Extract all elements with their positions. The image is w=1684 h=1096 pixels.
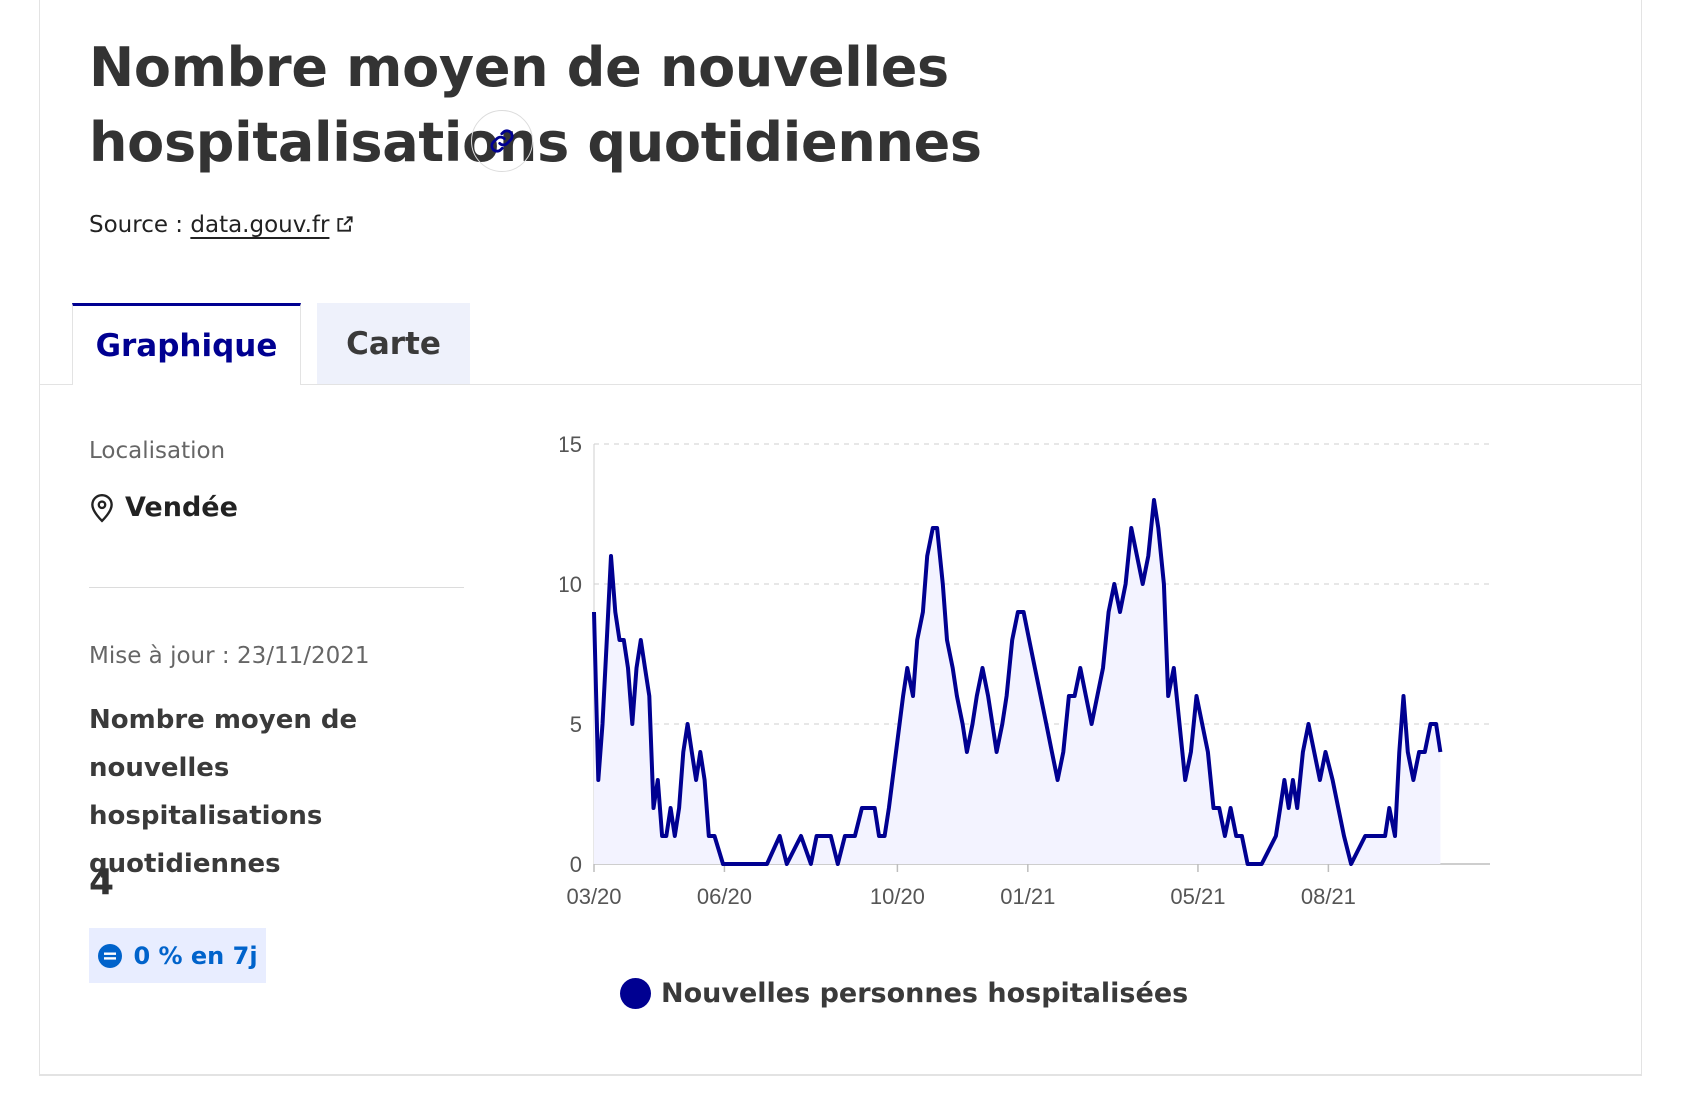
- source-link[interactable]: data.gouv.fr: [190, 212, 355, 238]
- map-pin-icon: [91, 493, 113, 522]
- location-label: Localisation: [89, 438, 226, 464]
- hospitalisations-chart: 0 5 10 15 03/20 06/20 10/20 01/21 05/21 08/21: [560, 432, 1490, 909]
- trend-badge: 0 % en 7j: [89, 928, 266, 983]
- chart-legend[interactable]: Nouvelles personnes hospitalisées: [620, 978, 1188, 1009]
- tab-carte[interactable]: Carte: [317, 303, 470, 385]
- tab-graphique[interactable]: Graphique: [72, 303, 301, 385]
- legend-dot: [620, 978, 651, 1009]
- page-title: Nombre moyen de nouvelles hospitalisatio…: [89, 36, 982, 174]
- y-tick-label: 5: [570, 712, 582, 737]
- external-link-icon: [337, 216, 354, 232]
- location-value[interactable]: Vendée: [89, 492, 238, 523]
- y-tick-label: 10: [560, 572, 582, 597]
- indicator-value: 4: [89, 862, 115, 903]
- x-tick-label: 06/20: [697, 884, 752, 909]
- equal-circle-icon: [98, 943, 123, 968]
- x-tick-label: 01/21: [1000, 884, 1055, 909]
- update-date: Mise à jour : 23/11/2021: [89, 643, 370, 669]
- link-icon: [490, 129, 514, 153]
- card-bottom-border: [39, 1075, 1642, 1076]
- y-tick-label: 0: [570, 852, 582, 877]
- x-tick-label: 10/20: [870, 884, 925, 909]
- x-tick-label: 05/21: [1170, 884, 1225, 909]
- source-line: Source : data.gouv.fr: [89, 212, 355, 238]
- x-tick-label: 03/20: [566, 884, 621, 909]
- indicator-card: [39, 0, 1642, 1075]
- sidebar-divider: [89, 587, 464, 588]
- indicator-label: Nombre moyen de nouvelles hospitalisatio…: [89, 705, 358, 879]
- copy-link-button[interactable]: [471, 110, 533, 172]
- x-tick-label: 08/21: [1301, 884, 1356, 909]
- series-area: [594, 500, 1441, 864]
- series-line: [592, 498, 1443, 866]
- y-tick-label: 15: [560, 432, 582, 457]
- tab-divider: [39, 384, 1642, 385]
